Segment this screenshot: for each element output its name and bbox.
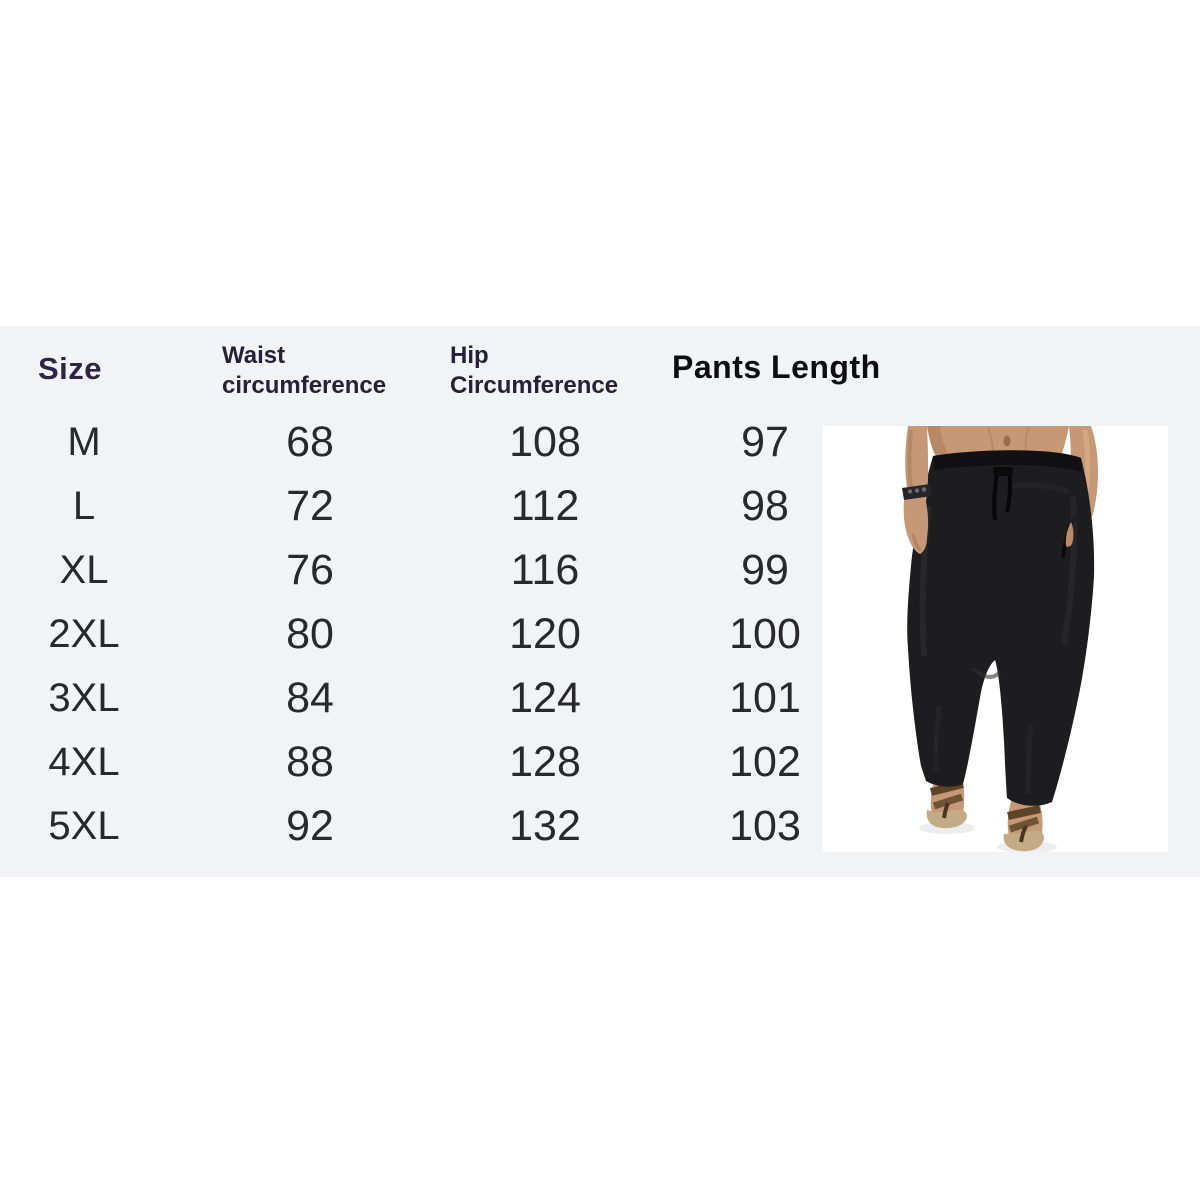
size-cell: 3XL [48, 676, 120, 720]
waist-cell: 68 [286, 417, 334, 466]
hip-cell: 112 [510, 481, 580, 530]
column-header-size: Size [38, 351, 103, 386]
size-cell: 5XL [48, 804, 120, 848]
hip-cell: 116 [510, 545, 580, 594]
size-chart-panel: Size Waist circumference Hip Circumferen… [0, 326, 1200, 877]
table-row: 4XL 88 128 102 [0, 730, 900, 794]
pants-model-illustration [823, 426, 1168, 852]
length-cell: 102 [729, 737, 801, 786]
hip-cell: 124 [509, 673, 581, 722]
column-header-pants-length: Pants Length [672, 349, 881, 385]
table-row: 5XL 92 132 103 [0, 794, 900, 858]
waist-cell: 80 [286, 609, 334, 658]
table-row: L 72 112 98 [0, 474, 900, 538]
waist-cell: 72 [286, 481, 334, 530]
column-header-waist: Waist circumference [222, 342, 387, 399]
waist-cell: 76 [286, 545, 334, 594]
column-header-hip: Hip Circumference [450, 342, 619, 399]
size-cell: M [67, 420, 101, 464]
waist-cell: 88 [286, 737, 334, 786]
hip-cell: 132 [509, 801, 581, 850]
length-cell: 99 [741, 545, 789, 594]
size-cell: 4XL [48, 740, 120, 784]
length-cell: 103 [729, 801, 801, 850]
size-cell: L [72, 484, 96, 528]
length-cell: 100 [729, 609, 801, 658]
hip-cell: 120 [509, 609, 581, 658]
length-cell: 98 [741, 481, 789, 530]
waist-cell: 92 [286, 801, 334, 850]
size-table-body: M 68 108 97 L 72 112 98 XL 76 116 99 2XL… [0, 410, 900, 858]
waist-cell: 84 [286, 673, 334, 722]
hip-cell: 128 [509, 737, 581, 786]
product-photo [823, 426, 1168, 852]
table-row: 2XL 80 120 100 [0, 602, 900, 666]
table-row: M 68 108 97 [0, 410, 900, 474]
table-row: 3XL 84 124 101 [0, 666, 900, 730]
size-cell: XL [59, 548, 109, 592]
length-cell: 97 [741, 417, 789, 466]
length-cell: 101 [729, 673, 801, 722]
table-row: XL 76 116 99 [0, 538, 900, 602]
hip-cell: 108 [509, 417, 581, 466]
size-cell: 2XL [48, 612, 120, 656]
